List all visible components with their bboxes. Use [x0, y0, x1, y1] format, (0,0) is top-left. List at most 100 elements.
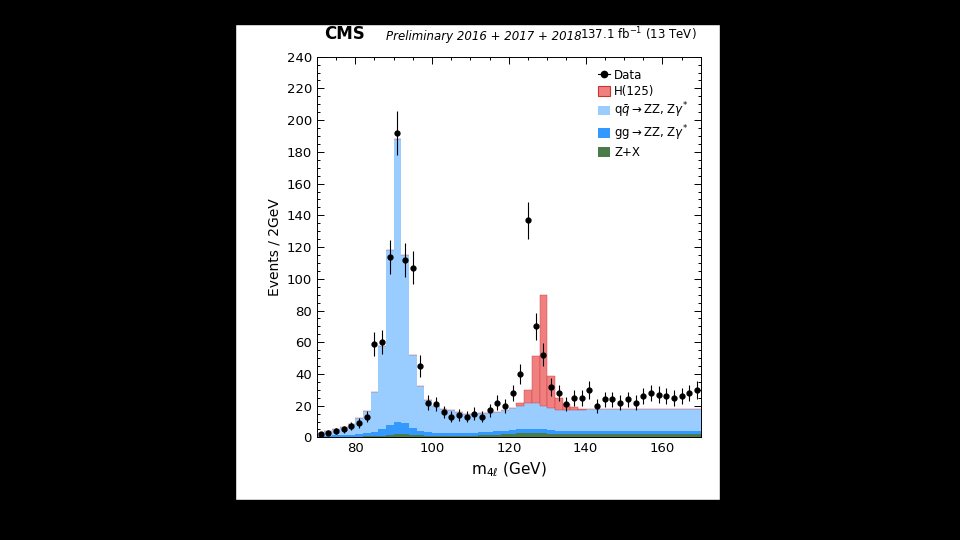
Bar	[655, 409, 662, 431]
Bar	[440, 433, 447, 436]
Bar	[371, 392, 378, 431]
Bar	[324, 436, 332, 437]
Bar	[486, 413, 493, 432]
Bar	[540, 295, 547, 406]
Bar	[647, 431, 655, 434]
Bar	[470, 414, 478, 433]
Bar	[332, 429, 340, 435]
Bar	[417, 386, 424, 431]
Bar	[570, 407, 578, 410]
Bar	[455, 412, 463, 433]
Bar	[563, 404, 570, 410]
Bar	[401, 434, 409, 437]
Bar	[463, 433, 470, 436]
Bar	[632, 434, 639, 437]
Bar	[447, 410, 455, 433]
Bar	[348, 435, 355, 437]
Bar	[624, 431, 632, 434]
Bar	[639, 431, 647, 434]
Bar	[516, 434, 524, 437]
Bar	[609, 431, 616, 434]
Bar	[685, 434, 693, 437]
Bar	[632, 431, 639, 434]
Bar	[516, 402, 524, 406]
Bar	[447, 436, 455, 437]
Bar	[447, 433, 455, 436]
Bar	[609, 409, 616, 431]
Text: CMS: CMS	[324, 25, 365, 43]
Bar	[409, 355, 417, 428]
Bar	[678, 409, 685, 431]
Bar	[524, 433, 532, 437]
Bar	[478, 413, 486, 433]
Bar	[540, 434, 547, 437]
Bar	[570, 410, 578, 431]
Bar	[563, 410, 570, 431]
Bar	[463, 436, 470, 437]
Bar	[609, 434, 616, 437]
Bar	[324, 431, 332, 436]
Bar	[516, 406, 524, 429]
Bar	[655, 431, 662, 434]
Bar	[317, 436, 324, 437]
Bar	[586, 409, 593, 431]
Bar	[670, 431, 678, 434]
Bar	[455, 436, 463, 437]
Bar	[532, 403, 540, 429]
Bar	[578, 409, 586, 410]
Bar	[563, 431, 570, 434]
Bar	[570, 431, 578, 434]
Bar	[493, 413, 501, 431]
Bar	[493, 435, 501, 437]
Bar	[424, 400, 432, 432]
Bar	[601, 431, 609, 434]
Bar	[371, 431, 378, 436]
Bar	[509, 408, 516, 430]
Text: Preliminary 2016 + 2017 + 2018: Preliminary 2016 + 2017 + 2018	[386, 30, 582, 43]
Bar	[409, 435, 417, 437]
Bar	[524, 390, 532, 403]
Bar	[386, 424, 394, 435]
Bar	[440, 409, 447, 433]
Bar	[578, 434, 586, 437]
Bar	[493, 431, 501, 435]
X-axis label: m$_{4\ell}$ (GeV): m$_{4\ell}$ (GeV)	[471, 461, 546, 479]
Bar	[540, 429, 547, 434]
Bar	[616, 409, 624, 431]
Bar	[670, 409, 678, 431]
Bar	[394, 422, 401, 434]
Bar	[547, 408, 555, 430]
Bar	[678, 431, 685, 434]
Bar	[486, 435, 493, 437]
Bar	[647, 434, 655, 437]
Bar	[478, 435, 486, 437]
Bar	[532, 429, 540, 433]
Bar	[386, 250, 394, 424]
Bar	[693, 431, 701, 434]
Bar	[401, 423, 409, 434]
Y-axis label: Events / 2GeV: Events / 2GeV	[267, 198, 281, 296]
Bar	[647, 409, 655, 431]
Bar	[578, 431, 586, 434]
Bar	[332, 435, 340, 437]
Bar	[555, 434, 563, 437]
Bar	[524, 403, 532, 429]
Bar	[593, 409, 601, 431]
Bar	[355, 418, 363, 434]
Bar	[363, 411, 371, 433]
Bar	[593, 431, 601, 434]
Bar	[440, 436, 447, 437]
Bar	[432, 436, 440, 437]
Bar	[501, 410, 509, 431]
Bar	[547, 376, 555, 408]
Bar	[501, 434, 509, 437]
Bar	[355, 434, 363, 437]
Bar	[340, 427, 348, 435]
Bar	[516, 429, 524, 434]
Bar	[593, 434, 601, 437]
Bar	[401, 255, 409, 423]
Bar	[524, 429, 532, 433]
Bar	[693, 434, 701, 437]
Bar	[532, 433, 540, 437]
Bar	[378, 346, 386, 429]
